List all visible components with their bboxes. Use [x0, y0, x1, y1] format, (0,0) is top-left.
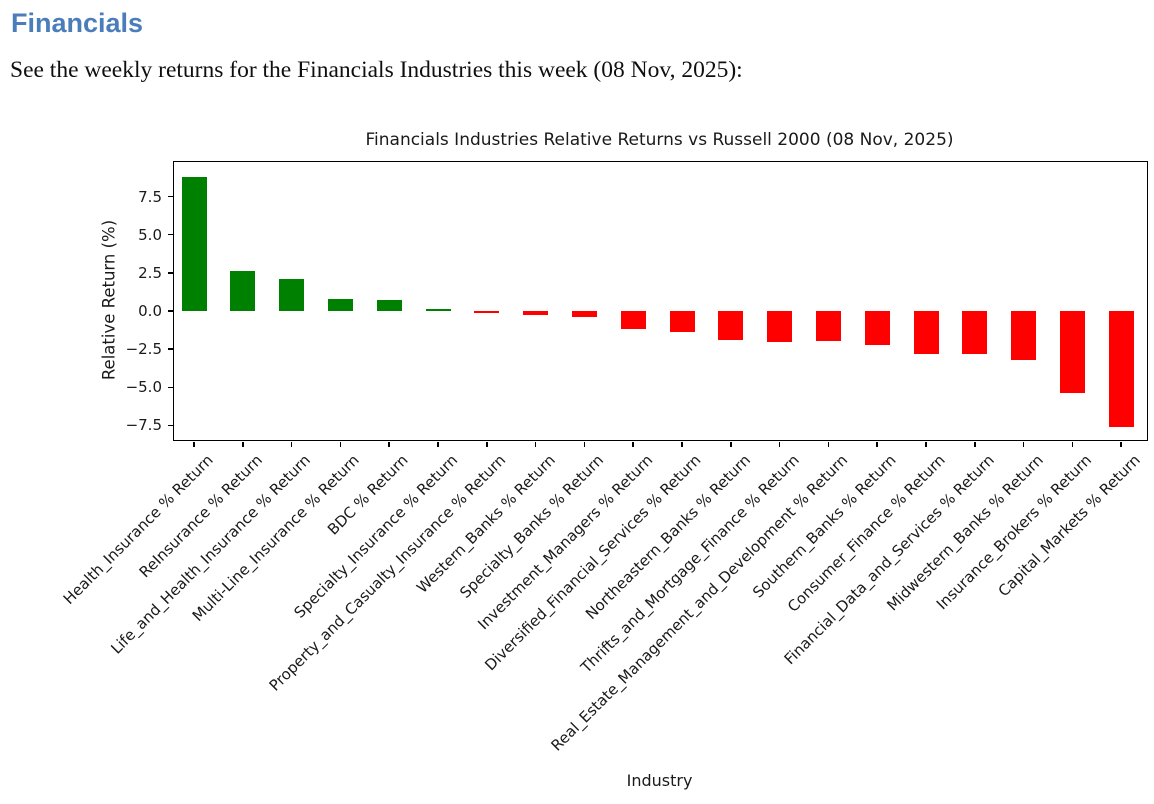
x-tick-mark — [876, 441, 878, 447]
bar — [181, 176, 207, 311]
x-tick-mark — [681, 441, 683, 447]
x-tick-mark — [583, 441, 586, 447]
bar — [767, 310, 793, 342]
bar — [571, 310, 597, 318]
y-tick-mark — [168, 272, 173, 274]
x-tick-mark — [925, 441, 927, 447]
bar — [1059, 310, 1085, 393]
chart-title: Financials Industries Relative Returns v… — [365, 130, 954, 150]
x-tick-mark — [827, 441, 830, 447]
x-axis-label: Industry — [626, 771, 693, 790]
x-tick-mark — [388, 441, 390, 447]
bar — [1011, 310, 1037, 360]
x-tick-mark — [290, 441, 293, 447]
bar — [864, 310, 890, 345]
x-tick-mark — [1120, 441, 1122, 447]
bar — [376, 300, 402, 311]
bar — [425, 309, 451, 311]
bar — [620, 310, 646, 329]
x-tick-label: Life_and_Health_Insurance % Return — [107, 451, 315, 658]
x-tick-mark — [339, 441, 342, 447]
y-tick-label: 5.0 — [138, 225, 162, 244]
y-tick-mark — [168, 233, 173, 236]
y-tick-mark — [168, 195, 173, 198]
y-tick-mark — [168, 424, 173, 427]
x-tick-mark — [778, 441, 781, 447]
x-tick-mark — [242, 441, 244, 447]
bar — [1108, 310, 1134, 427]
y-axis-label: Relative Return (%) — [99, 219, 119, 381]
bar — [962, 310, 988, 355]
y-tick-label: 2.5 — [138, 263, 162, 282]
page-title: Financials — [11, 8, 144, 38]
y-tick-label: −2.5 — [125, 340, 162, 359]
bar — [913, 310, 939, 354]
x-tick-mark — [1071, 441, 1074, 447]
bar — [669, 310, 695, 333]
plot-area: 7.5 5.0 2.5 0.0 −2.5 −5.0 −7.5 Health_Insurance… — [60, 161, 1148, 755]
x-tick-mark — [193, 441, 195, 447]
bar — [718, 310, 744, 340]
x-tick-mark — [632, 441, 634, 447]
intro-text: See the weekly returns for the Financial… — [10, 57, 743, 83]
x-tick-mark — [1022, 441, 1025, 447]
x-tick-mark — [974, 441, 976, 447]
x-tick-label: Investment_Managers % Return — [473, 451, 656, 634]
y-tick-mark — [168, 386, 173, 389]
y-tick-label: 0.0 — [138, 301, 162, 320]
bar — [279, 278, 305, 311]
y-tick-label: 7.5 — [138, 187, 162, 206]
x-tick-mark — [486, 441, 488, 447]
bar — [523, 310, 549, 315]
bar — [474, 310, 500, 313]
x-tick-mark — [437, 441, 439, 447]
x-tick-mark — [534, 441, 537, 447]
y-tick-mark — [168, 348, 173, 350]
bar — [327, 298, 353, 311]
x-tick-mark — [730, 441, 732, 447]
y-tick-label: −7.5 — [125, 416, 162, 435]
y-tick-label: −5.0 — [125, 378, 162, 397]
bar — [815, 310, 841, 341]
y-tick-mark — [168, 310, 173, 312]
bar — [230, 271, 256, 311]
